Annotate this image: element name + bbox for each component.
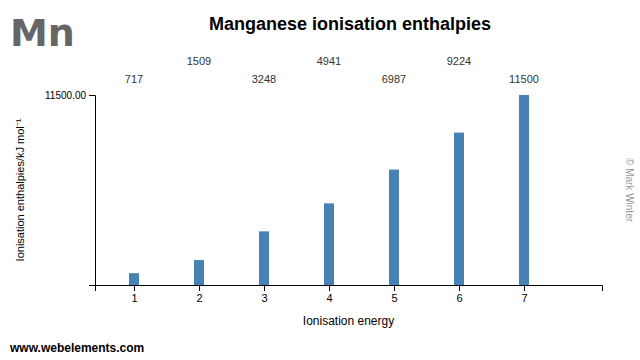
y-axis-line	[89, 96, 96, 286]
bar	[389, 170, 399, 285]
bar	[129, 273, 139, 285]
x-tick: 2	[196, 285, 202, 304]
data-label: 11500	[509, 73, 539, 85]
x-tick-mark	[329, 285, 330, 291]
data-labels: 717 1509 3248 4941 6987 9224 11500	[125, 55, 539, 85]
x-tick-label: 7	[521, 292, 527, 304]
data-label: 1509	[187, 55, 211, 67]
x-tick: 7	[521, 285, 527, 304]
x-tick: 5	[391, 285, 397, 304]
bar	[454, 133, 464, 285]
y-axis-title: Ionisation enthalpies/kJ mol⁻¹	[14, 118, 26, 261]
y-tick: 11500.00	[45, 90, 95, 101]
element-symbol: Mn	[10, 11, 75, 55]
y-axis: 11500.00	[45, 90, 95, 286]
bar	[519, 95, 529, 285]
x-tick: 6	[456, 285, 462, 304]
x-tick-label: 6	[456, 292, 462, 304]
x-tick-mark	[459, 285, 460, 291]
bar	[259, 231, 269, 285]
x-tick-label: 1	[131, 292, 137, 304]
data-label: 3248	[252, 73, 276, 85]
x-tick: 3	[261, 285, 267, 304]
x-tick-label: 4	[326, 292, 332, 304]
x-tick-mark	[264, 285, 265, 291]
y-tick-label: 11500.00	[45, 90, 86, 101]
x-axis: 1 2 3 4 5 6 7	[96, 285, 603, 304]
copyright-text: © Mark Winter	[624, 158, 635, 223]
data-label: 4941	[317, 55, 341, 67]
data-label: 717	[125, 73, 143, 85]
x-tick: 4	[326, 285, 332, 304]
x-tick-label: 3	[261, 292, 267, 304]
chart: 1 2 3 4 5 6 7 11500.00 Ionisation energy Ionisati…	[0, 0, 640, 360]
x-tick-mark	[134, 285, 135, 291]
plot: 1 2 3 4 5 6 7 11500.00	[45, 90, 602, 304]
x-axis-title: Ionisation energy	[303, 314, 394, 328]
bar	[324, 203, 334, 285]
url-text: www.webelements.com	[9, 341, 144, 355]
x-axis-line	[96, 286, 603, 292]
x-tick-mark	[394, 285, 395, 291]
bar	[194, 260, 204, 285]
x-tick-label: 5	[391, 292, 397, 304]
x-tick-mark	[199, 285, 200, 291]
data-label: 9224	[447, 55, 471, 67]
x-tick: 1	[131, 285, 137, 304]
x-tick-mark	[524, 285, 525, 291]
title: Manganese ionisation enthalpies	[209, 14, 491, 34]
y-tick-mark	[89, 95, 95, 96]
bars	[129, 95, 529, 285]
data-label: 6987	[382, 73, 406, 85]
x-tick-label: 2	[196, 292, 202, 304]
